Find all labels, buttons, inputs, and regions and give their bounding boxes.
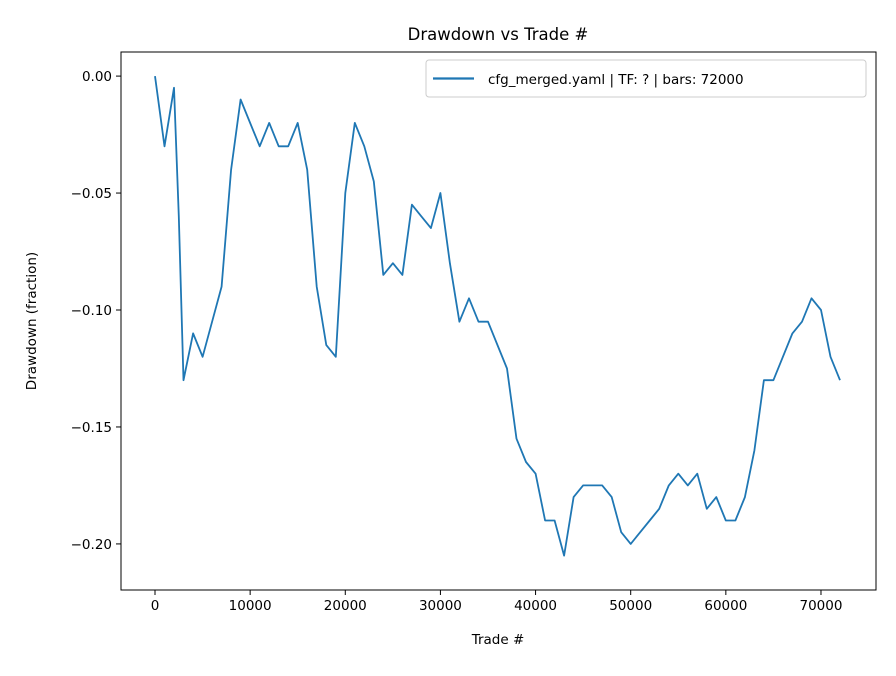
y-tick-label: −0.20 xyxy=(71,537,112,553)
x-tick-label: 50000 xyxy=(609,598,652,614)
chart-title: Drawdown vs Trade # xyxy=(408,25,589,44)
plot-frame xyxy=(120,51,877,591)
x-axis-label: Trade # xyxy=(471,632,525,648)
legend: cfg_merged.yaml | TF: ? | bars: 72000 xyxy=(425,59,867,98)
legend-label: cfg_merged.yaml | TF: ? | bars: 72000 xyxy=(488,72,744,88)
y-tick-label: 0.00 xyxy=(82,69,112,85)
x-tick-label: 0 xyxy=(151,598,160,614)
x-tick-label: 30000 xyxy=(419,598,462,614)
x-tick-label: 20000 xyxy=(324,598,367,614)
x-tick-label: 40000 xyxy=(514,598,557,614)
y-tick-label: −0.05 xyxy=(71,186,112,202)
y-tick-label: −0.10 xyxy=(71,303,112,319)
legend-box xyxy=(425,59,867,98)
y-tick-label: −0.15 xyxy=(71,420,112,436)
x-tick-label: 10000 xyxy=(229,598,272,614)
series-line xyxy=(154,75,841,557)
y-axis-label: Drawdown (fraction) xyxy=(24,252,40,390)
x-tick-label: 70000 xyxy=(800,598,843,614)
x-tick-label: 60000 xyxy=(704,598,747,614)
